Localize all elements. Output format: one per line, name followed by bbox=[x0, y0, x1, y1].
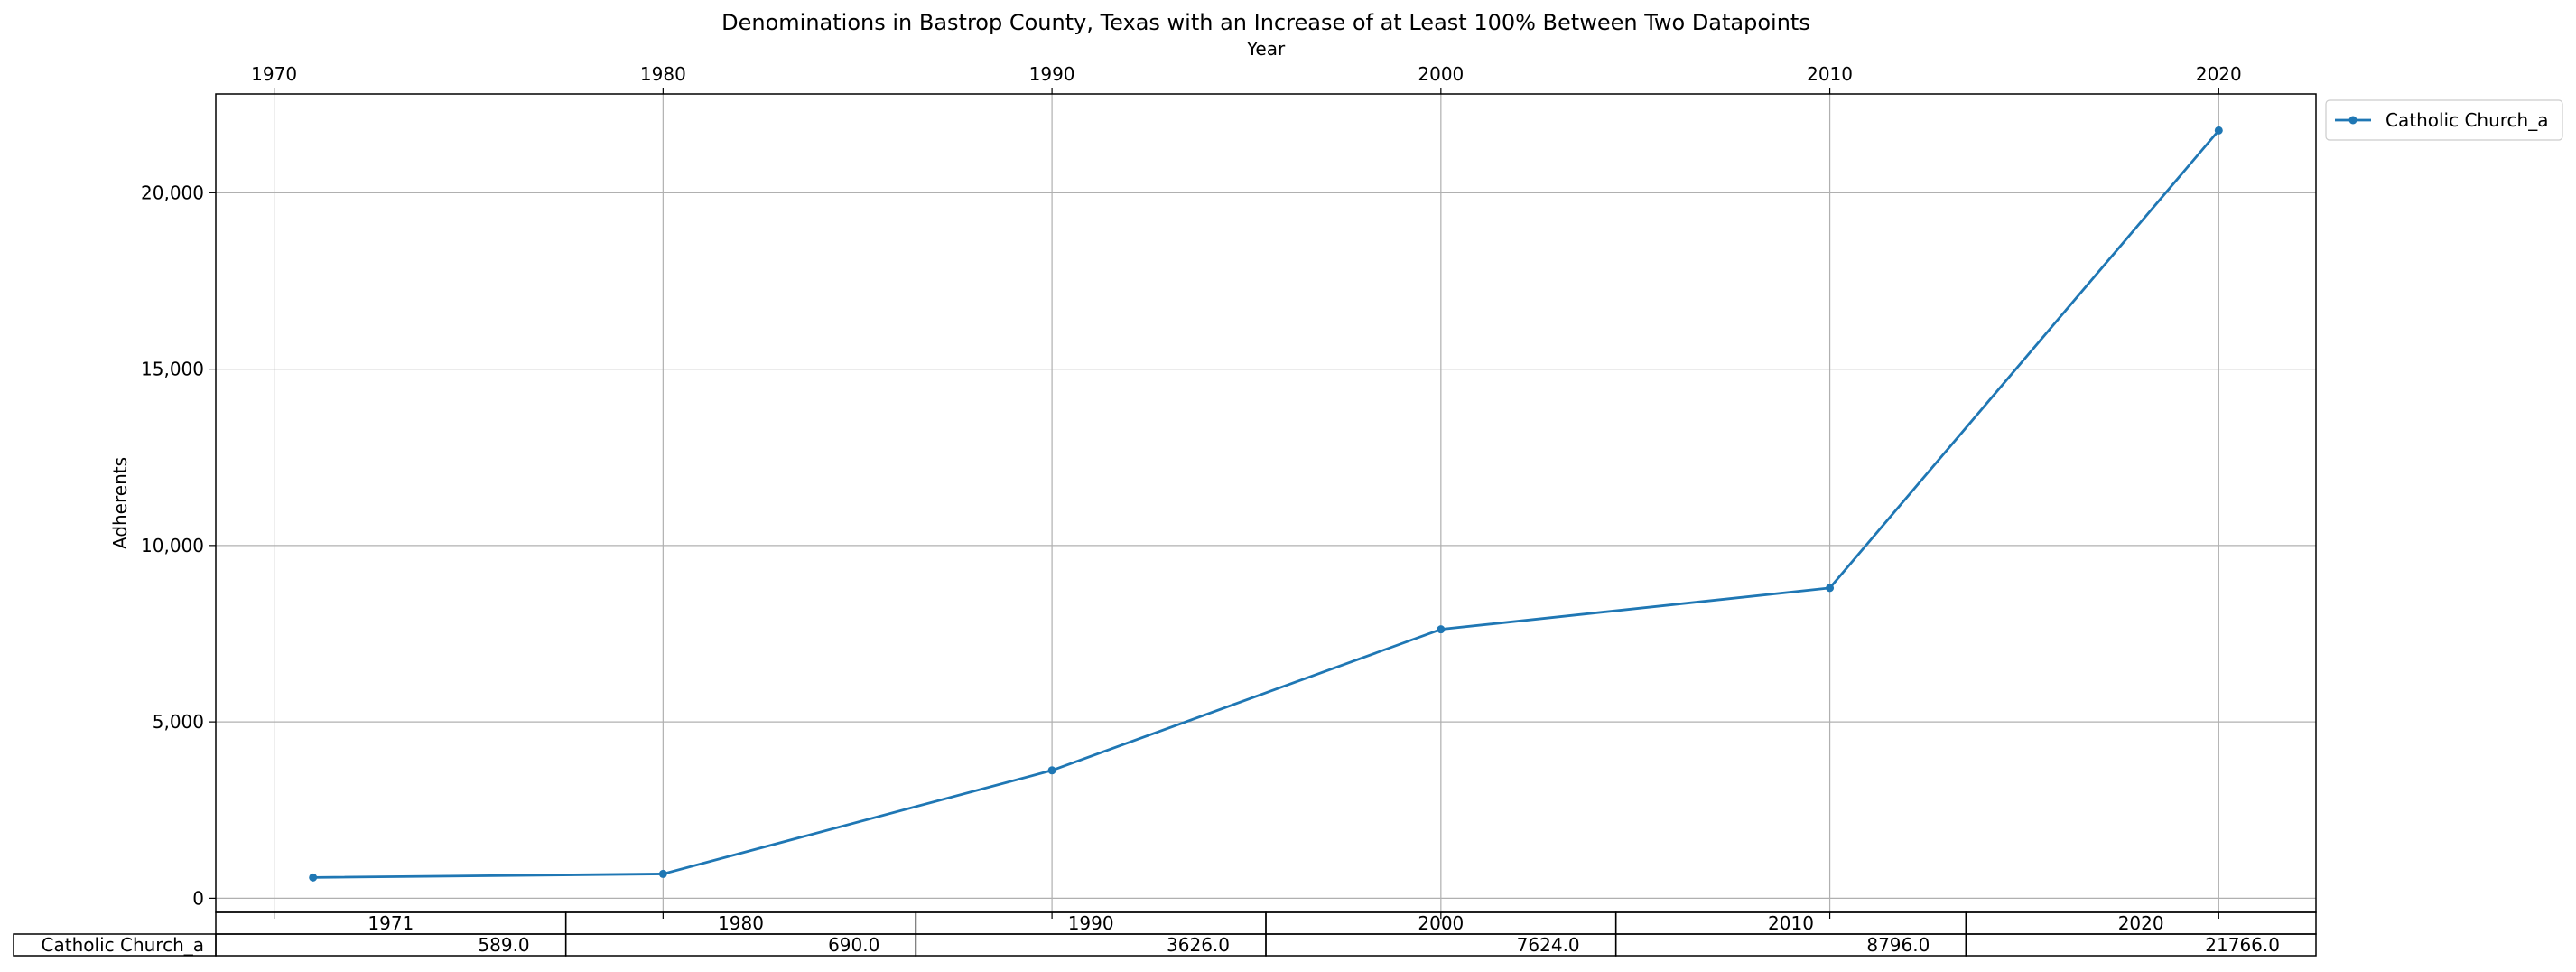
legend: Catholic Church_a bbox=[2325, 99, 2563, 141]
y-tick-label: 10,000 bbox=[141, 535, 204, 556]
y-tick-label: 5,000 bbox=[153, 711, 204, 733]
x-tick-label: 1990 bbox=[1029, 63, 1075, 85]
legend-entry-label: Catholic Church_a bbox=[2385, 109, 2548, 131]
table-row-label: Catholic Church_a bbox=[42, 934, 204, 956]
data-point bbox=[2214, 126, 2223, 135]
data-point bbox=[658, 869, 667, 878]
table-cell-value: 8796.0 bbox=[1866, 934, 1930, 956]
series-line bbox=[312, 129, 2220, 879]
table-cell-value: 7624.0 bbox=[1517, 934, 1580, 956]
x-tick-label: 2000 bbox=[1418, 63, 1464, 85]
data-table: 1971 1980 1990 2000 2010 2020 Catholic Church_… bbox=[13, 911, 2317, 957]
chart-title: Denominations in Bastrop County, Texas w… bbox=[721, 10, 1810, 35]
x-tick-label: 1980 bbox=[640, 63, 686, 85]
x-tick-label: 2010 bbox=[1807, 63, 1853, 85]
table-cell-value: 690.0 bbox=[828, 934, 879, 956]
y-tick-label: 0 bbox=[192, 887, 204, 909]
table-column-header: 1971 bbox=[367, 912, 414, 934]
y-axis-label: Adherents bbox=[109, 457, 131, 549]
legend-marker-icon bbox=[2348, 116, 2357, 125]
y-tick-label: 20,000 bbox=[141, 182, 204, 203]
x-axis-label: Year bbox=[1246, 38, 1286, 60]
table-cell-value: 21766.0 bbox=[2205, 934, 2280, 956]
table-column-header: 2020 bbox=[2118, 912, 2164, 934]
data-point bbox=[1437, 625, 1446, 634]
grid bbox=[216, 94, 2316, 912]
table-column-header: 2010 bbox=[1768, 912, 1814, 934]
table-column-header: 1980 bbox=[718, 912, 764, 934]
table-cell bbox=[1965, 933, 2317, 957]
data-point bbox=[309, 873, 318, 882]
table-column-header: 2000 bbox=[1418, 912, 1464, 934]
x-tick-label: 1970 bbox=[251, 63, 297, 85]
series-layer bbox=[309, 126, 2223, 882]
table-column-header: 1990 bbox=[1068, 912, 1114, 934]
axis-ticks: 1970 1980 1990 2000 2010 2020 0 5,000 10,000 15,0… bbox=[141, 63, 2242, 919]
x-tick-label: 2020 bbox=[2196, 63, 2242, 85]
table-cell-value: 3626.0 bbox=[1167, 934, 1230, 956]
legend-box bbox=[2325, 99, 2563, 141]
table-cell-value: 589.0 bbox=[478, 934, 529, 956]
y-tick-label: 15,000 bbox=[141, 359, 204, 380]
data-point bbox=[1047, 766, 1056, 775]
data-point bbox=[1826, 584, 1835, 593]
